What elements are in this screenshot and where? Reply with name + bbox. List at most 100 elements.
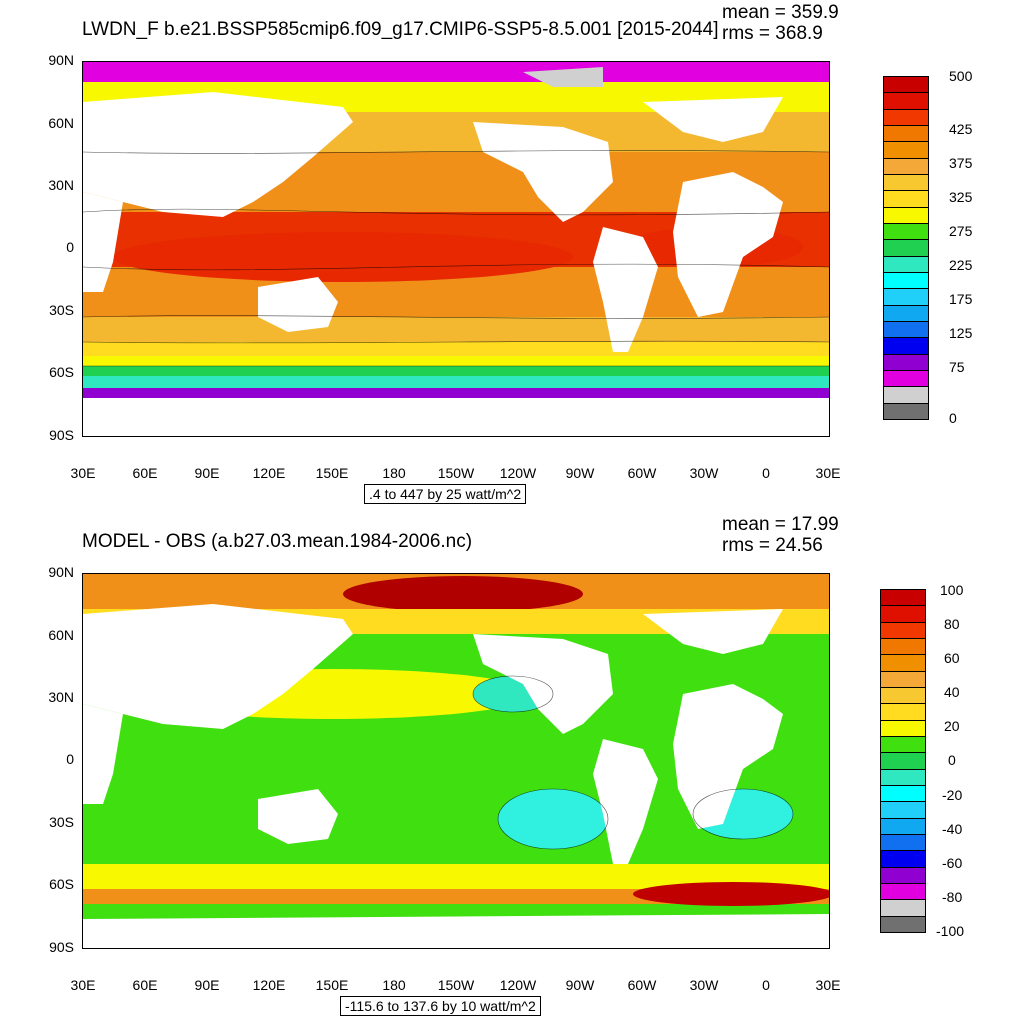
top-lon-label: 90E <box>194 465 220 481</box>
colorbar-swatch <box>884 109 928 126</box>
colorbar-swatch <box>881 785 925 803</box>
bottom-rms-stat: rms = 24.56 <box>722 535 823 556</box>
colorbar-swatch <box>881 736 925 754</box>
top-colorbar-label: 425 <box>949 121 973 137</box>
colorbar-swatch <box>884 321 928 339</box>
top-lon-label: 60E <box>132 465 158 481</box>
colorbar-swatch <box>881 883 925 901</box>
bottom-lon-label: 90E <box>194 977 220 993</box>
bottom-lon-label: 30E <box>815 977 841 993</box>
top-lon-label: 120W <box>499 465 537 481</box>
colorbar-swatch <box>884 207 928 224</box>
top-lat-label: 30S <box>49 302 74 318</box>
colorbar-swatch <box>884 387 928 404</box>
top-lon-label: 30W <box>689 465 719 481</box>
top-colorbar-label: 325 <box>949 189 973 205</box>
colorbar-swatch <box>881 622 925 639</box>
colorbar-swatch <box>881 834 925 852</box>
colorbar-swatch <box>884 289 928 306</box>
top-band-midlat-s <box>83 317 829 342</box>
bottom-lon-label: 120W <box>499 977 537 993</box>
colorbar-swatch <box>881 720 925 737</box>
bottom-lat-label: 0 <box>66 751 74 767</box>
bottom-colorbar-label: 100 <box>940 582 964 598</box>
colorbar-swatch <box>884 142 928 159</box>
bottom-lat-label: 90S <box>49 939 74 955</box>
bottom-colorbar-label: 40 <box>944 684 960 700</box>
bottom-colorbar <box>880 589 926 933</box>
colorbar-swatch <box>884 240 928 257</box>
colorbar-swatch <box>881 753 925 770</box>
colorbar-swatch <box>881 916 925 932</box>
top-lon-label: 0 <box>762 465 770 481</box>
top-lon-label: 150E <box>315 465 349 481</box>
colorbar-swatch <box>881 851 925 868</box>
bottom-lon-label: 90W <box>565 977 595 993</box>
top-contours <box>83 150 829 367</box>
bottom-map-plot <box>82 573 830 949</box>
top-mean-stat: mean = 359.9 <box>722 2 839 23</box>
colorbar-swatch <box>881 671 925 688</box>
top-lon-label: 30E <box>815 465 841 481</box>
colorbar-swatch <box>881 704 925 721</box>
top-lon-label: 150W <box>437 465 475 481</box>
bottom-lat-label: 30S <box>49 814 74 830</box>
bottom-lon-label: 60E <box>132 977 158 993</box>
colorbar-swatch <box>884 370 928 388</box>
bottom-lon-label: 150E <box>315 977 349 993</box>
top-colorbar-label: 0 <box>949 410 957 426</box>
colorbar-swatch <box>881 655 925 672</box>
top-lat-label: 30N <box>48 177 74 193</box>
bottom-colorbar-label: 80 <box>944 616 960 632</box>
top-rms-stat: rms = 368.9 <box>722 23 823 44</box>
bottom-arctic-hotspot <box>343 576 583 612</box>
bottom-southern-hotspot <box>633 882 829 906</box>
top-colorbar-label: 175 <box>949 291 973 307</box>
top-lat-label: 0 <box>66 239 74 255</box>
colorbar-swatch <box>881 802 925 819</box>
top-pacific-warm-pool <box>113 232 573 282</box>
bottom-map-svg <box>83 574 829 948</box>
top-lon-label: 90W <box>565 465 595 481</box>
colorbar-swatch <box>884 191 928 208</box>
top-colorbar <box>883 76 929 420</box>
colorbar-swatch <box>884 305 928 322</box>
bottom-lat-label: 60S <box>49 876 74 892</box>
colorbar-swatch <box>881 900 925 917</box>
bottom-lon-label: 180 <box>382 977 406 993</box>
colorbar-swatch <box>884 354 928 371</box>
top-lat-label: 90N <box>48 52 74 68</box>
bottom-colorbar-label: 20 <box>944 718 960 734</box>
top-colorbar-label: 275 <box>949 223 973 239</box>
bottom-lon-label: 0 <box>762 977 770 993</box>
top-band-southern-ocean <box>83 342 829 356</box>
colorbar-swatch <box>881 867 925 884</box>
top-lon-label: 180 <box>382 465 406 481</box>
colorbar-swatch <box>884 77 928 94</box>
colorbar-swatch <box>884 158 928 175</box>
top-colorbar-label: 375 <box>949 155 973 171</box>
top-map-plot <box>82 61 830 437</box>
colorbar-swatch <box>884 125 928 143</box>
bottom-lon-label: 120E <box>252 977 286 993</box>
bottom-lon-label: 30W <box>689 977 719 993</box>
bottom-map-title: MODEL - OBS (a.b27.03.mean.1984-2006.nc) <box>82 531 473 552</box>
bottom-lat-label: 30N <box>48 689 74 705</box>
colorbar-swatch <box>881 818 925 835</box>
bottom-colorbar-label: 60 <box>944 650 960 666</box>
top-band-arctic <box>83 62 829 82</box>
top-lat-label: 60S <box>49 364 74 380</box>
top-colorbar-label: 225 <box>949 257 973 273</box>
top-band-southern-yellow <box>83 356 829 366</box>
bottom-colorbar-label: -80 <box>942 889 963 905</box>
bottom-colorbar-label: -20 <box>942 787 963 803</box>
bottom-lat-label: 90N <box>48 564 74 580</box>
top-lat-label: 60N <box>48 115 74 131</box>
colorbar-swatch <box>881 687 925 705</box>
colorbar-swatch <box>881 590 925 607</box>
bottom-land-mask <box>83 604 829 948</box>
colorbar-swatch <box>881 769 925 786</box>
top-range-box: .4 to 447 by 25 watt/m^2 <box>364 484 527 504</box>
top-colorbar-label: 125 <box>949 325 973 341</box>
top-band-antarctic-purple <box>83 388 829 398</box>
